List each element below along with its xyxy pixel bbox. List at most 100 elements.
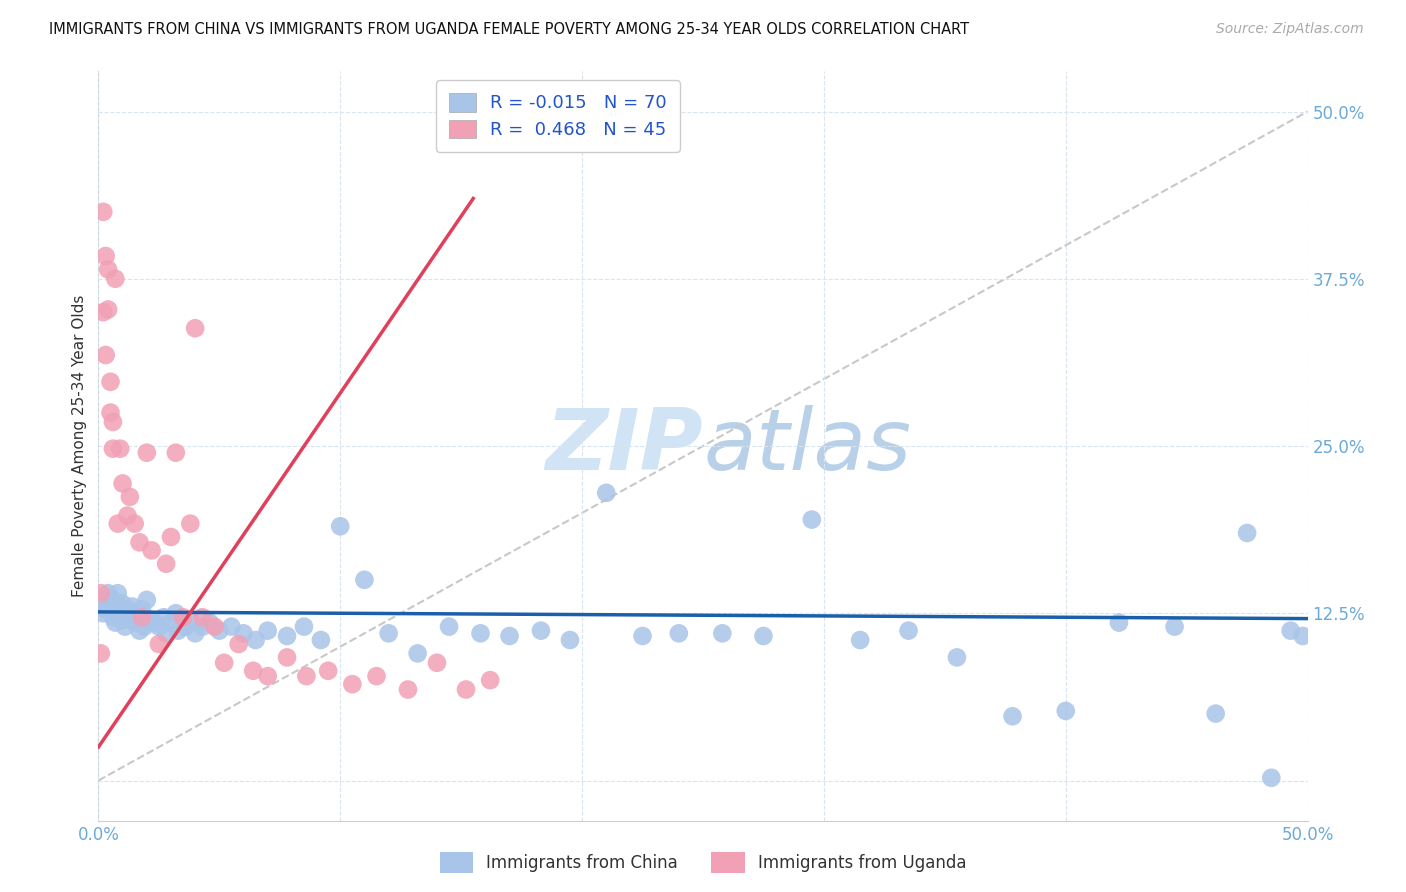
Point: [148, 637, 170, 651]
Point: [107, 586, 129, 600]
Point: [155, 557, 177, 571]
Point: [97, 302, 120, 317]
Point: [143, 615, 166, 630]
Point: [104, 272, 127, 286]
Point: [91, 205, 114, 219]
Point: [134, 620, 156, 634]
Point: [174, 620, 197, 634]
Point: [1279, 624, 1302, 638]
Point: [124, 615, 146, 630]
Point: [94, 348, 117, 362]
Legend: Immigrants from China, Immigrants from Uganda: Immigrants from China, Immigrants from U…: [433, 846, 973, 880]
Point: [1260, 771, 1282, 785]
Point: [256, 669, 278, 683]
Point: [454, 682, 477, 697]
Point: [1292, 629, 1315, 643]
Point: [208, 624, 231, 638]
Point: [1236, 526, 1258, 541]
Point: [127, 607, 149, 621]
Point: [245, 633, 267, 648]
Point: [242, 664, 264, 678]
Point: [232, 626, 254, 640]
Point: [148, 620, 170, 634]
Point: [135, 446, 157, 460]
Point: [342, 677, 364, 691]
Point: [124, 516, 146, 531]
Point: [160, 530, 183, 544]
Point: [101, 415, 124, 429]
Point: [128, 535, 150, 549]
Point: [101, 610, 124, 624]
Point: [191, 620, 214, 634]
Point: [309, 633, 332, 648]
Point: [111, 613, 134, 627]
Point: [184, 321, 207, 335]
Point: [396, 682, 419, 697]
Point: [595, 485, 617, 500]
Point: [179, 613, 201, 627]
Point: [470, 626, 492, 640]
Point: [118, 490, 141, 504]
Point: [292, 620, 315, 634]
Point: [97, 262, 120, 277]
Point: [155, 626, 177, 640]
Point: [558, 633, 581, 648]
Point: [165, 607, 187, 621]
Point: [276, 629, 298, 643]
Point: [100, 375, 122, 389]
Point: [406, 646, 429, 660]
Point: [118, 610, 141, 624]
Y-axis label: Female Poverty Among 25-34 Year Olds: Female Poverty Among 25-34 Year Olds: [72, 295, 87, 597]
Point: [117, 602, 139, 616]
Point: [800, 512, 823, 526]
Legend: R = -0.015   N = 70, R =  0.468   N = 45: R = -0.015 N = 70, R = 0.468 N = 45: [436, 80, 679, 152]
Point: [668, 626, 690, 640]
Point: [198, 615, 221, 630]
Point: [752, 629, 775, 643]
Point: [111, 597, 134, 611]
Point: [479, 673, 502, 688]
Text: IMMIGRANTS FROM CHINA VS IMMIGRANTS FROM UGANDA FEMALE POVERTY AMONG 25-34 YEAR : IMMIGRANTS FROM CHINA VS IMMIGRANTS FROM…: [49, 22, 969, 37]
Point: [1163, 620, 1185, 634]
Point: [165, 446, 187, 460]
Point: [94, 602, 117, 616]
Point: [90, 586, 112, 600]
Point: [366, 669, 388, 683]
Point: [100, 406, 122, 420]
Text: atlas: atlas: [703, 404, 911, 488]
Point: [256, 624, 278, 638]
Point: [191, 610, 214, 624]
Point: [849, 633, 872, 648]
Point: [1205, 706, 1227, 721]
Point: [437, 620, 460, 634]
Point: [90, 646, 112, 660]
Text: ZIP: ZIP: [546, 404, 703, 488]
Point: [179, 516, 201, 531]
Point: [295, 669, 318, 683]
Point: [114, 620, 136, 634]
Point: [160, 615, 183, 630]
Point: [329, 519, 352, 533]
Point: [426, 656, 449, 670]
Point: [94, 249, 117, 263]
Point: [91, 607, 114, 621]
Point: [1001, 709, 1024, 723]
Point: [128, 624, 150, 638]
Point: [90, 599, 112, 614]
Point: [97, 586, 120, 600]
Point: [117, 508, 139, 523]
Point: [184, 626, 207, 640]
Point: [897, 624, 920, 638]
Point: [100, 597, 122, 611]
Point: [498, 629, 520, 643]
Point: [131, 610, 153, 624]
Point: [1054, 704, 1077, 718]
Text: Source: ZipAtlas.com: Source: ZipAtlas.com: [1216, 22, 1364, 37]
Point: [228, 637, 250, 651]
Point: [172, 610, 194, 624]
Point: [131, 602, 153, 616]
Point: [204, 620, 226, 634]
Point: [141, 543, 163, 558]
Point: [212, 656, 235, 670]
Point: [108, 607, 131, 621]
